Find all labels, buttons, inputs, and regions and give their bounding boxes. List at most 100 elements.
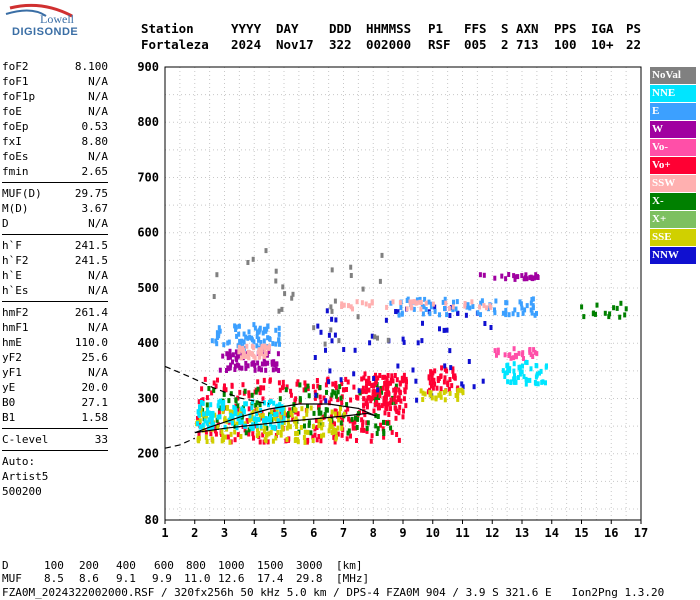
echo-point xyxy=(378,393,382,399)
echo-point xyxy=(382,434,386,440)
echo-point xyxy=(261,432,265,438)
echo-point xyxy=(419,388,423,394)
echo-point xyxy=(580,304,584,310)
echo-point xyxy=(233,423,237,429)
echo-point xyxy=(235,333,239,339)
logo-digisonde: DIGISONDE xyxy=(12,26,79,38)
param-row: hmF1 N/A xyxy=(2,320,108,335)
echo-point xyxy=(320,425,324,431)
x-tick-label: 9 xyxy=(399,526,406,540)
echo-point xyxy=(538,370,541,376)
param-divider xyxy=(2,234,108,235)
polarization-legend: NoVal NNE E W Vo- Vo+ SSW X- X+ SSE NNW xyxy=(650,67,696,265)
echo-point xyxy=(380,389,384,395)
footer-value: 600 xyxy=(154,559,174,572)
echo-point xyxy=(255,433,259,439)
param-divider xyxy=(2,182,108,183)
param-value: 2.65 xyxy=(81,165,109,178)
echo-point xyxy=(367,375,371,381)
echo-point xyxy=(374,379,378,384)
param-row: fxI 8.80 xyxy=(2,134,108,149)
echo-point xyxy=(239,413,243,419)
echo-point xyxy=(615,305,619,311)
echo-point xyxy=(213,424,216,430)
echo-point xyxy=(288,424,292,430)
echo-point xyxy=(312,410,316,416)
echo-point xyxy=(300,406,304,412)
echo-point xyxy=(376,426,380,432)
echo-point xyxy=(261,413,265,419)
echo-point xyxy=(507,312,511,318)
echo-point xyxy=(534,363,538,368)
echo-point xyxy=(385,376,389,382)
echo-point xyxy=(337,338,341,344)
echo-point xyxy=(389,397,393,403)
echo-point xyxy=(315,425,319,430)
echo-point xyxy=(346,379,350,385)
echo-point xyxy=(525,276,529,282)
param-row: foF1 N/A xyxy=(2,74,108,89)
echo-point xyxy=(513,276,517,282)
echo-point xyxy=(444,300,448,306)
echo-point xyxy=(251,416,255,422)
echo-point xyxy=(524,381,528,387)
param-name: hmF1 xyxy=(2,321,29,334)
echo-point xyxy=(513,373,516,379)
echo-point xyxy=(402,339,406,345)
echo-point xyxy=(260,367,263,373)
echo-point xyxy=(387,412,391,417)
echo-point xyxy=(403,389,407,395)
echo-point xyxy=(226,340,230,346)
param-row: h`Es N/A xyxy=(2,283,108,298)
header-label: DDD xyxy=(329,21,352,36)
echo-point xyxy=(306,429,310,435)
echo-point xyxy=(444,388,448,394)
header-value: 713 xyxy=(516,37,539,52)
echo-point xyxy=(222,386,226,392)
echo-point xyxy=(420,338,424,344)
echo-point xyxy=(340,301,344,307)
echo-point xyxy=(252,339,256,345)
param-row: MUF(D) 29.75 xyxy=(2,186,108,201)
echo-point xyxy=(330,267,334,273)
param-name: h`F xyxy=(2,239,22,252)
echo-point xyxy=(215,272,219,278)
echo-point xyxy=(389,425,393,431)
param-name: hmF2 xyxy=(2,306,29,319)
echo-point xyxy=(247,329,251,335)
echo-point xyxy=(214,383,218,389)
echo-point xyxy=(362,427,366,433)
echo-point xyxy=(455,299,459,305)
echo-point xyxy=(364,389,368,395)
x-tick-label: 6 xyxy=(310,526,317,540)
y-tick-label: 400 xyxy=(137,336,159,350)
echo-point xyxy=(514,354,518,360)
echo-point xyxy=(392,387,396,393)
echo-point xyxy=(443,306,446,311)
echo-point xyxy=(313,389,317,395)
echo-point xyxy=(230,409,234,415)
echo-point xyxy=(370,333,374,339)
echo-point xyxy=(355,299,359,305)
echo-point xyxy=(273,412,277,417)
param-value: 20.0 xyxy=(81,381,109,394)
echo-point xyxy=(385,386,388,392)
echo-point xyxy=(244,401,248,407)
param-name: fmin xyxy=(2,165,29,178)
echo-point xyxy=(612,305,616,311)
echo-point xyxy=(334,436,338,442)
echo-point xyxy=(274,435,278,441)
echo-point xyxy=(529,300,533,306)
echo-point xyxy=(270,359,274,365)
echo-point xyxy=(196,416,199,421)
echo-point xyxy=(281,379,285,385)
echo-point xyxy=(220,429,224,435)
param-name: MUF(D) xyxy=(2,187,42,200)
echo-point xyxy=(228,439,232,445)
echo-point xyxy=(258,389,262,395)
echo-point xyxy=(513,307,517,313)
echo-point xyxy=(307,393,311,399)
echo-point xyxy=(257,347,261,353)
echo-point xyxy=(471,304,475,309)
echo-point xyxy=(279,406,283,412)
